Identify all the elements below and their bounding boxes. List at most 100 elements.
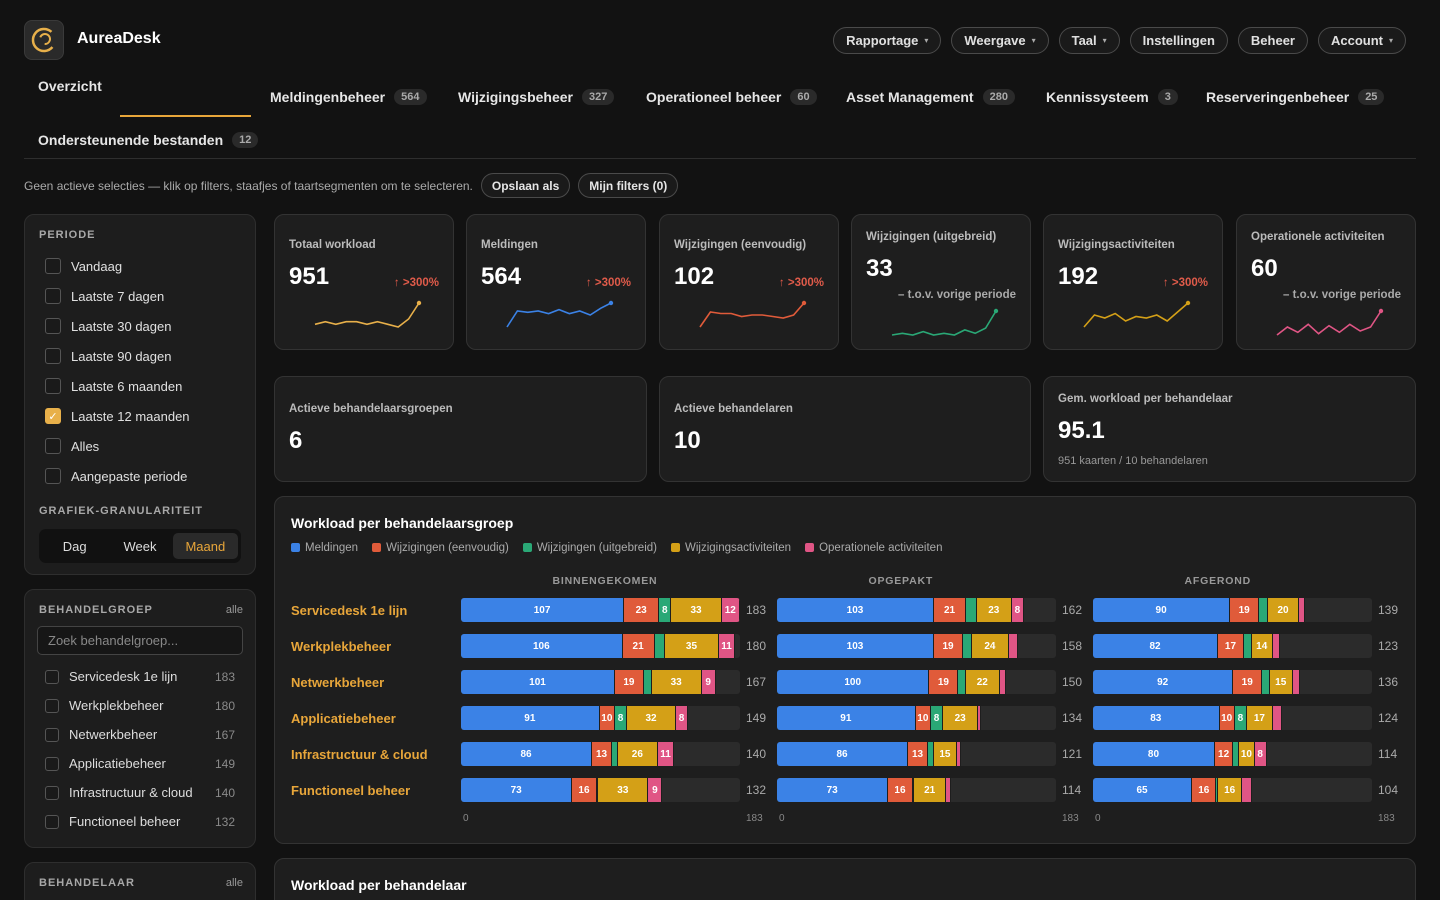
bar-segment-wijzigingsactiviteiten[interactable]: 24 — [972, 634, 1009, 658]
bar-segment-wijzigingen-eenvoudig[interactable]: 12 — [1214, 742, 1234, 766]
tab-operationeel-beheer[interactable]: Operationeel beheer 60 — [646, 78, 817, 116]
bar-segment-meldingen[interactable]: 82 — [1093, 634, 1219, 658]
checkbox-checked-icon[interactable]: ✓ — [45, 408, 61, 424]
stacked-bar-track[interactable]: 73161339 — [461, 778, 740, 802]
bar-segment-wijzigingen-eenvoudig[interactable]: 21 — [622, 634, 655, 658]
behandelgroep-option[interactable]: Netwerkbeheer 167 — [45, 727, 235, 742]
granularity-dag[interactable]: Dag — [62, 538, 87, 554]
topnav-weergave-button[interactable]: Weergave ▾ — [951, 27, 1049, 54]
tab-overzicht[interactable]: Overzicht — [38, 67, 102, 105]
bar-segment-meldingen[interactable]: 90 — [1093, 598, 1231, 622]
bar-segment-meldingen[interactable]: 73 — [777, 778, 889, 802]
bar-segment-operationele-activiteiten[interactable]: 9 — [701, 670, 716, 694]
behandelgroep-option[interactable]: Infrastructuur & cloud 140 — [45, 785, 235, 800]
bar-segment-wijzigingsactiviteiten[interactable]: 17 — [1246, 706, 1273, 730]
bar-segment-wijzigingen-eenvoudig[interactable]: 13 — [908, 742, 928, 766]
bar-segment-wijzigingsactiviteiten[interactable]: 23 — [943, 706, 979, 730]
bar-segment-wijzigingen-uitgebreid[interactable]: 8 — [614, 706, 628, 730]
bar-segment-meldingen[interactable]: 107 — [461, 598, 625, 622]
legend-item[interactable]: Wijzigingen (uitgebreid) — [522, 542, 657, 554]
bar-segment-meldingen[interactable]: 80 — [1093, 742, 1215, 766]
bar-segment-wijzigingsactiviteiten[interactable]: 15 — [934, 742, 957, 766]
topnav-instellingen-button[interactable]: Instellingen — [1129, 27, 1228, 54]
bar-segment-meldingen[interactable]: 73 — [461, 778, 573, 802]
stacked-bar-track[interactable]: 1062173511 — [461, 634, 740, 658]
chart-row-label[interactable]: Netwerkbeheer — [291, 675, 385, 690]
topnav-rapportage-button[interactable]: Rapportage ▾ — [833, 27, 942, 54]
topnav-taal-button[interactable]: Taal ▾ — [1058, 27, 1120, 54]
summary-card-groups[interactable]: Actieve behandelaarsgroepen 6 — [274, 376, 647, 482]
bar-segment-wijzigingen-eenvoudig[interactable]: 19 — [1230, 598, 1260, 622]
bar-segment-wijzigingen-eenvoudig[interactable]: 19 — [929, 670, 959, 694]
bar-segment-meldingen[interactable]: 100 — [777, 670, 930, 694]
bar-segment-meldingen[interactable]: 86 — [777, 742, 909, 766]
behandelgroep-option[interactable]: Werkplekbeheer 180 — [45, 698, 235, 713]
stacked-bar-track[interactable]: 861342611 — [461, 742, 740, 766]
bar-segment-wijzigingsactiviteiten[interactable]: 23 — [976, 598, 1012, 622]
stacked-bar-track[interactable]: 90196204 — [1093, 598, 1372, 622]
legend-item[interactable]: Operationele activiteiten — [805, 542, 942, 554]
checkbox-icon[interactable] — [45, 378, 61, 394]
tab-meldingenbeheer[interactable]: Meldingenbeheer 564 — [270, 78, 427, 116]
legend-item[interactable]: Wijzigingsactiviteiten — [670, 542, 791, 554]
periode-option-laatste-6-maanden[interactable]: Laatste 6 maanden — [45, 378, 182, 394]
chart-row-label[interactable]: Werkplekbeheer — [291, 639, 392, 654]
bar-segment-wijzigingen-eenvoudig[interactable]: 19 — [1233, 670, 1263, 694]
bar-segment-wijzigingen-uitgebreid[interactable]: 6 — [962, 634, 973, 658]
stacked-bar-track[interactable]: 91108232 — [777, 706, 1056, 730]
bar-segment-operationele-activiteiten[interactable]: 6 — [1242, 778, 1252, 802]
bar-segment-wijzigingsactiviteiten[interactable]: 26 — [618, 742, 658, 766]
bar-segment-wijzigingen-uitgebreid[interactable]: 4 — [1233, 742, 1240, 766]
bar-segment-operationele-activiteiten[interactable]: 11 — [718, 634, 736, 658]
behandelgroep-option[interactable]: Applicatiebeheer 149 — [45, 756, 235, 771]
app-logo[interactable] — [24, 20, 64, 60]
stacked-bar-track[interactable]: 65161166 — [1093, 778, 1372, 802]
periode-option-vandaag[interactable]: Vandaag — [45, 258, 122, 274]
stacked-bar-track[interactable]: 103217238 — [777, 598, 1056, 622]
stacked-bar-track[interactable]: 82175145 — [1093, 634, 1372, 658]
bar-segment-wijzigingen-uitgebreid[interactable]: 5 — [643, 670, 652, 694]
bar-segment-wijzigingen-uitgebreid[interactable]: 1 — [1216, 778, 1218, 802]
stacked-bar-track[interactable]: 73161213 — [777, 778, 1056, 802]
bar-segment-operationele-activiteiten[interactable]: 4 — [1298, 598, 1305, 622]
kpi-card-wijzigingen-uitgebreid[interactable]: Wijzigingen (uitgebreid) 33 – t.o.v. vorig… — [851, 214, 1031, 350]
stacked-bar-track[interactable]: 86134153 — [777, 742, 1056, 766]
bar-segment-operationele-activiteiten[interactable]: 9 — [648, 778, 663, 802]
bar-segment-wijzigingsactiviteiten[interactable]: 10 — [1239, 742, 1255, 766]
stacked-bar-track[interactable]: 91 10 8 32 8 — [461, 706, 740, 730]
bar-segment-operationele-activiteiten[interactable]: 6 — [1272, 706, 1282, 730]
bar-segment-meldingen[interactable]: 106 — [461, 634, 623, 658]
bar-segment-operationele-activiteiten[interactable]: 2 — [978, 706, 982, 730]
bar-segment-operationele-activiteiten[interactable]: 3 — [946, 778, 951, 802]
bar-segment-operationele-activiteiten[interactable]: 11 — [657, 742, 675, 766]
bar-segment-wijzigingen-eenvoudig[interactable]: 16 — [572, 778, 597, 802]
bar-segment-meldingen[interactable]: 91 — [777, 706, 916, 730]
bar-segment-wijzigingen-uitgebreid[interactable]: 7 — [654, 634, 666, 658]
bar-segment-wijzigingsactiviteiten[interactable]: 33 — [651, 670, 702, 694]
kpi-card-wijzigingsactiviteiten[interactable]: Wijzigingsactiviteiten 192 ↑ >300% — [1043, 214, 1223, 350]
checkbox-icon[interactable] — [45, 258, 61, 274]
checkbox-icon[interactable] — [45, 698, 59, 713]
stacked-bar-track[interactable]: 107 23 8 33 12 — [461, 598, 740, 622]
save-as-button[interactable]: Opslaan als — [480, 173, 571, 198]
bar-segment-meldingen[interactable]: 101 — [461, 670, 615, 694]
kpi-card-meldingen[interactable]: Meldingen 564 ↑ >300% — [466, 214, 646, 350]
bar-segment-wijzigingen-uitgebreid[interactable]: 8 — [659, 598, 672, 622]
bar-segment-operationele-activiteiten[interactable]: 4 — [999, 670, 1006, 694]
topnav-account-button[interactable]: Account ▾ — [1317, 27, 1406, 54]
bar-segment-meldingen[interactable]: 103 — [777, 598, 935, 622]
checkbox-icon[interactable] — [45, 669, 59, 684]
bar-segment-operationele-activiteiten[interactable]: 12 — [721, 598, 740, 622]
stacked-bar-track[interactable]: 101195339 — [461, 670, 740, 694]
kpi-card-totaal-workload[interactable]: Totaal workload 951 ↑ >300% — [274, 214, 454, 350]
bar-segment-wijzigingen-eenvoudig[interactable]: 19 — [614, 670, 644, 694]
bar-segment-wijzigingen-uitgebreid[interactable]: 5 — [1262, 670, 1270, 694]
bar-segment-meldingen[interactable]: 92 — [1093, 670, 1234, 694]
tab-ondersteunende-bestanden[interactable]: Ondersteunende bestanden 12 — [38, 121, 259, 159]
kpi-card-wijzigingen-eenvoudig[interactable]: Wijzigingen (eenvoudig) 102 ↑ >300% — [659, 214, 839, 350]
checkbox-icon[interactable] — [45, 756, 59, 771]
bar-segment-wijzigingen-uitgebreid[interactable]: 1 — [912, 778, 915, 802]
topnav-beheer-button[interactable]: Beheer — [1237, 27, 1308, 54]
behandelgroep-option[interactable]: Functioneel beheer 132 — [45, 814, 235, 829]
granularity-week[interactable]: Week — [123, 538, 157, 554]
